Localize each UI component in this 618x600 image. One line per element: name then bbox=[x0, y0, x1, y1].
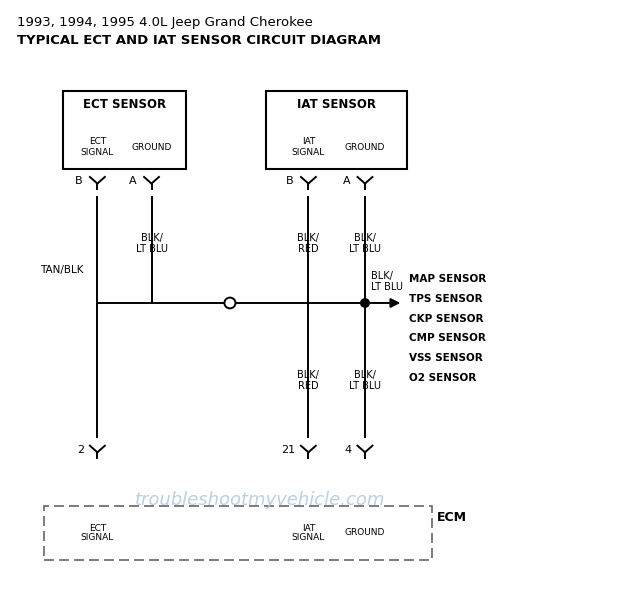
Text: A: A bbox=[342, 176, 350, 185]
Text: 4: 4 bbox=[344, 445, 352, 455]
Text: IAT
SIGNAL: IAT SIGNAL bbox=[292, 137, 325, 157]
Text: BLK/
RED: BLK/ RED bbox=[297, 370, 320, 391]
Text: O2 SENSOR: O2 SENSOR bbox=[409, 373, 476, 383]
Text: BLK/
LT BLU: BLK/ LT BLU bbox=[349, 233, 381, 254]
Bar bbox=[44, 506, 432, 560]
Text: 2: 2 bbox=[77, 445, 84, 455]
Text: TAN/BLK: TAN/BLK bbox=[40, 265, 84, 275]
Bar bbox=[63, 91, 186, 169]
Text: B: B bbox=[286, 176, 294, 185]
Text: GROUND: GROUND bbox=[345, 143, 385, 152]
Text: 1993, 1994, 1995 4.0L Jeep Grand Cherokee: 1993, 1994, 1995 4.0L Jeep Grand Cheroke… bbox=[17, 16, 313, 29]
Circle shape bbox=[224, 298, 235, 308]
Text: troubleshootmyvehicle.com: troubleshootmyvehicle.com bbox=[135, 491, 385, 509]
Text: CMP SENSOR: CMP SENSOR bbox=[409, 333, 486, 343]
Text: IAT
SIGNAL: IAT SIGNAL bbox=[292, 524, 325, 542]
Text: IAT SENSOR: IAT SENSOR bbox=[297, 98, 376, 111]
Text: 21: 21 bbox=[281, 445, 295, 455]
Text: BLK/
RED: BLK/ RED bbox=[297, 233, 320, 254]
Bar bbox=[266, 91, 407, 169]
Text: GROUND: GROUND bbox=[345, 529, 385, 538]
Text: A: A bbox=[129, 176, 137, 185]
Text: TYPICAL ECT AND IAT SENSOR CIRCUIT DIAGRAM: TYPICAL ECT AND IAT SENSOR CIRCUIT DIAGR… bbox=[17, 34, 381, 47]
Text: ECT
SIGNAL: ECT SIGNAL bbox=[81, 137, 114, 157]
Text: TPS SENSOR: TPS SENSOR bbox=[409, 294, 483, 304]
Text: ECM: ECM bbox=[437, 511, 467, 524]
Text: BLK/
LT BLU: BLK/ LT BLU bbox=[135, 233, 167, 254]
Text: BLK/
LT BLU: BLK/ LT BLU bbox=[349, 370, 381, 391]
Text: BLK/
LT BLU: BLK/ LT BLU bbox=[371, 271, 402, 292]
Text: VSS SENSOR: VSS SENSOR bbox=[409, 353, 483, 363]
Text: MAP SENSOR: MAP SENSOR bbox=[409, 274, 486, 284]
Circle shape bbox=[361, 299, 370, 307]
Text: ECT SENSOR: ECT SENSOR bbox=[83, 98, 166, 111]
Text: ECT
SIGNAL: ECT SIGNAL bbox=[81, 524, 114, 542]
Text: CKP SENSOR: CKP SENSOR bbox=[409, 314, 484, 323]
Text: GROUND: GROUND bbox=[131, 143, 172, 152]
Text: B: B bbox=[75, 176, 83, 185]
